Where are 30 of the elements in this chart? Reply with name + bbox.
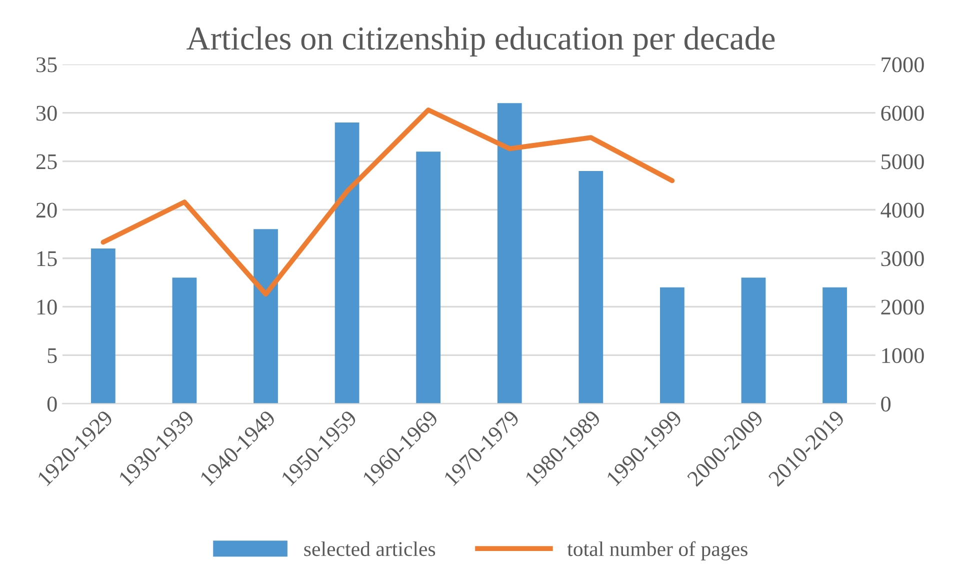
y2-tick-label: 1000 [882, 348, 924, 364]
bar [90, 248, 116, 404]
bar [822, 287, 847, 404]
y2-tick-label: 7000 [882, 57, 924, 72]
bar [254, 229, 278, 404]
y-tick-label: 20 [36, 202, 57, 218]
y2-tick-label: 0 [881, 396, 891, 412]
bar [741, 278, 766, 404]
y-tick-label: 0 [47, 396, 57, 412]
bar [660, 287, 684, 404]
bar [334, 122, 360, 404]
y2-tick-label: 6000 [881, 106, 924, 121]
y-tick-label: 5 [48, 348, 57, 364]
y-tick-label: 15 [37, 251, 57, 266]
bar [416, 152, 441, 404]
bar [172, 278, 197, 404]
y-tick-label: 10 [37, 300, 57, 315]
chart-title: Articles on citizenship education per decade [186, 26, 775, 57]
legend-label: selected articles [304, 541, 436, 556]
bar [578, 170, 604, 404]
line-series [100, 107, 675, 297]
y2-tick-label: 2000 [881, 300, 924, 315]
legend-label: total number of pages [567, 541, 748, 560]
bar [497, 103, 522, 404]
y-tick-label: 35 [36, 57, 57, 72]
y-tick-label: 25 [36, 154, 57, 170]
y2-tick-label: 4000 [880, 202, 924, 218]
y2-tick-label: 3000 [881, 251, 924, 266]
y-tick-label: 30 [36, 106, 57, 121]
y2-tick-label: 5000 [882, 154, 924, 170]
